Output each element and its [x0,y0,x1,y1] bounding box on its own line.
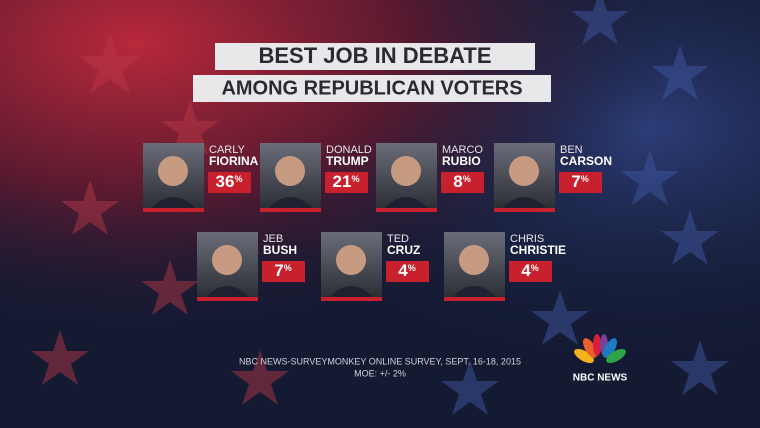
value-box [208,172,251,193]
value: 4 [398,261,408,280]
value-label: 36% [216,172,243,191]
first-name: CHRIS [510,233,544,245]
first-name: BEN [560,144,583,156]
last-name: FIORINA [209,154,259,168]
photo-shoulders [327,286,376,300]
title-box [215,43,535,70]
unit: % [531,263,539,273]
last-name: TRUMP [326,154,369,168]
photo-face [336,245,366,275]
value-box [559,172,602,193]
value-box [386,261,429,282]
unit: % [581,174,589,184]
photo-face [158,156,188,186]
unit: % [408,263,416,273]
photo-border [376,208,437,212]
photo-face [212,245,242,275]
unit: % [351,174,359,184]
photo-shoulders [382,197,431,211]
value-label: 8% [453,172,470,191]
value-label: 7% [274,261,291,280]
photo-shoulders [149,197,198,211]
peacock-logo [574,334,626,363]
value-box [325,172,368,193]
photo-border [260,208,321,212]
value-label: 21% [333,172,360,191]
photo-border [143,208,204,212]
photo-face [275,156,305,186]
first-name: CARLY [209,144,246,156]
photo-face [391,156,421,186]
first-name: JEB [263,233,283,245]
value: 36 [216,172,235,191]
title: BEST JOB IN DEBATE [258,43,491,68]
last-name: CARSON [560,154,612,168]
moe: MOE: +/- 2% [354,368,406,378]
value-label: 4% [521,261,538,280]
photo-border [321,297,382,301]
value-box [262,261,305,282]
value: 7 [274,261,283,280]
first-name: DONALD [326,144,372,156]
unit: % [463,174,471,184]
photo-border [444,297,505,301]
last-name: CHRISTIE [510,243,566,257]
value-label: 7% [571,172,588,191]
value: 4 [521,261,531,280]
value-label: 4% [398,261,415,280]
photo-shoulders [203,286,252,300]
last-name: RUBIO [442,154,481,168]
value: 8 [453,172,462,191]
photo-shoulders [500,197,549,211]
source: NBC NEWS-SURVEYMONKEY ONLINE SURVEY, SEP… [239,356,521,366]
first-name: TED [387,233,409,245]
value: 21 [333,172,352,191]
first-name: MARCO [442,144,483,156]
photo-face [459,245,489,275]
photo-face [509,156,539,186]
photo-border [197,297,258,301]
subtitle-box [193,75,551,102]
value: 7 [571,172,580,191]
value-box [441,172,484,193]
last-name: CRUZ [387,243,420,257]
subtitle: AMONG REPUBLICAN VOTERS [221,77,522,99]
logo-text: NBC NEWS [573,373,628,384]
value-box [509,261,552,282]
photo-shoulders [450,286,499,300]
last-name: BUSH [263,243,297,257]
photo-border [494,208,555,212]
unit: % [284,263,292,273]
unit: % [234,174,242,184]
photo-shoulders [266,197,315,211]
